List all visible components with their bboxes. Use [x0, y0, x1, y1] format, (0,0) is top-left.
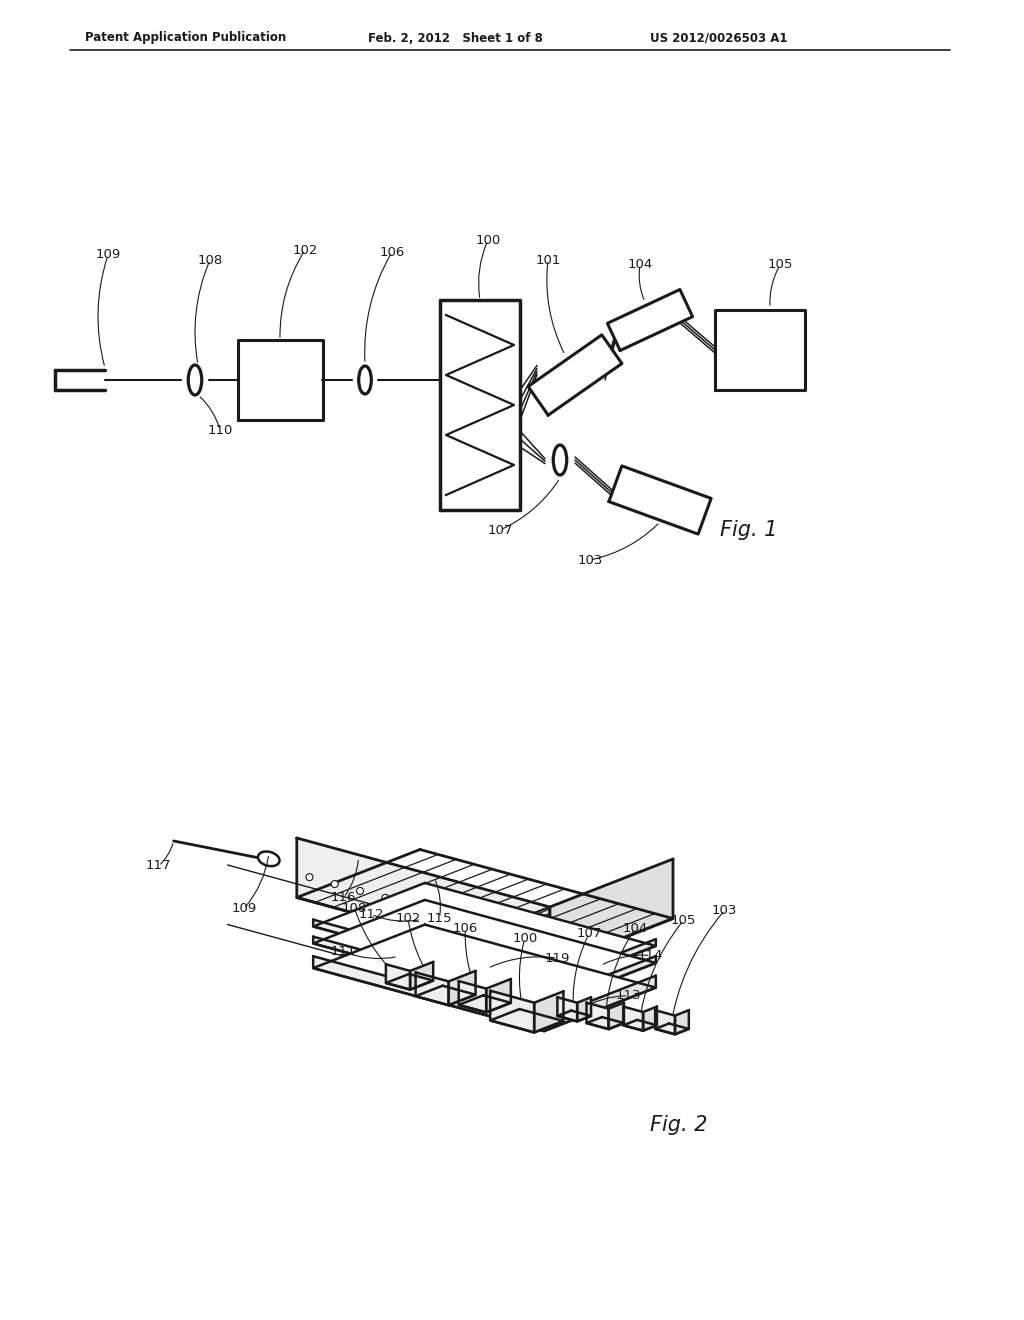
Polygon shape	[643, 1007, 657, 1031]
Text: 109: 109	[231, 903, 256, 915]
Polygon shape	[578, 998, 591, 1022]
Polygon shape	[587, 1018, 624, 1030]
Polygon shape	[550, 859, 673, 966]
Polygon shape	[440, 300, 520, 510]
Text: Feb. 2, 2012   Sheet 1 of 8: Feb. 2, 2012 Sheet 1 of 8	[368, 32, 543, 45]
Text: 105: 105	[767, 259, 793, 272]
Polygon shape	[655, 1023, 689, 1035]
Polygon shape	[490, 1008, 563, 1032]
Polygon shape	[608, 1003, 624, 1030]
Polygon shape	[528, 335, 622, 416]
Polygon shape	[544, 956, 655, 1006]
Polygon shape	[297, 850, 673, 966]
Text: 117: 117	[145, 859, 171, 873]
Polygon shape	[557, 998, 578, 1022]
Text: 107: 107	[487, 524, 513, 536]
Polygon shape	[655, 1010, 675, 1035]
Circle shape	[458, 915, 465, 923]
Circle shape	[508, 929, 515, 936]
Circle shape	[432, 908, 439, 915]
Polygon shape	[416, 973, 449, 1006]
Polygon shape	[624, 1007, 643, 1031]
Text: 116: 116	[331, 891, 356, 904]
Polygon shape	[490, 991, 535, 1032]
Text: 105: 105	[671, 913, 696, 927]
Circle shape	[483, 921, 490, 929]
Text: 119: 119	[545, 952, 570, 965]
Ellipse shape	[358, 366, 372, 393]
Circle shape	[408, 902, 414, 908]
Text: 106: 106	[453, 921, 478, 935]
Polygon shape	[386, 965, 410, 990]
Polygon shape	[313, 937, 544, 1006]
Polygon shape	[449, 972, 475, 1006]
Text: 107: 107	[577, 927, 602, 940]
Text: 114: 114	[638, 949, 664, 962]
Text: Patent Application Publication: Patent Application Publication	[85, 32, 287, 45]
Circle shape	[331, 880, 338, 887]
Polygon shape	[715, 310, 805, 389]
Text: 108: 108	[342, 902, 368, 915]
Ellipse shape	[553, 445, 566, 475]
Polygon shape	[313, 920, 544, 990]
Polygon shape	[544, 975, 655, 1031]
Polygon shape	[297, 838, 550, 966]
Polygon shape	[459, 995, 511, 1012]
Polygon shape	[486, 979, 511, 1012]
Polygon shape	[607, 289, 692, 351]
Text: 109: 109	[95, 248, 121, 261]
Text: 100: 100	[512, 932, 538, 945]
Polygon shape	[313, 900, 655, 1006]
Text: Fig. 1: Fig. 1	[720, 520, 777, 540]
Polygon shape	[535, 991, 563, 1032]
Text: 100: 100	[475, 234, 501, 247]
Polygon shape	[459, 981, 486, 1012]
Text: 112: 112	[358, 908, 384, 921]
Polygon shape	[609, 466, 711, 535]
Text: Fig. 2: Fig. 2	[650, 1115, 708, 1135]
Text: 110: 110	[207, 424, 232, 437]
Polygon shape	[587, 1003, 608, 1030]
Text: 104: 104	[623, 921, 648, 935]
Text: 106: 106	[379, 246, 404, 259]
Text: US 2012/0026503 A1: US 2012/0026503 A1	[650, 32, 787, 45]
Polygon shape	[675, 1010, 689, 1035]
Ellipse shape	[188, 366, 202, 395]
Circle shape	[356, 887, 364, 895]
Circle shape	[306, 874, 313, 880]
Polygon shape	[313, 883, 655, 990]
Text: 108: 108	[198, 253, 222, 267]
Polygon shape	[313, 956, 544, 1031]
Text: 103: 103	[578, 553, 603, 566]
Circle shape	[382, 895, 389, 902]
Circle shape	[534, 936, 541, 942]
Text: 113: 113	[615, 989, 641, 1002]
Text: 102: 102	[292, 243, 317, 256]
Polygon shape	[386, 974, 433, 990]
Text: 115: 115	[427, 912, 453, 925]
Polygon shape	[313, 924, 655, 1031]
Polygon shape	[624, 1020, 657, 1031]
Polygon shape	[410, 962, 433, 990]
Polygon shape	[416, 986, 475, 1006]
Polygon shape	[557, 1011, 591, 1022]
Text: 103: 103	[712, 904, 737, 917]
Text: 102: 102	[395, 912, 421, 925]
Ellipse shape	[258, 851, 280, 866]
Text: 111: 111	[331, 945, 355, 958]
Text: 101: 101	[536, 253, 561, 267]
Polygon shape	[238, 341, 323, 420]
Text: 104: 104	[628, 259, 652, 272]
Polygon shape	[544, 939, 655, 990]
